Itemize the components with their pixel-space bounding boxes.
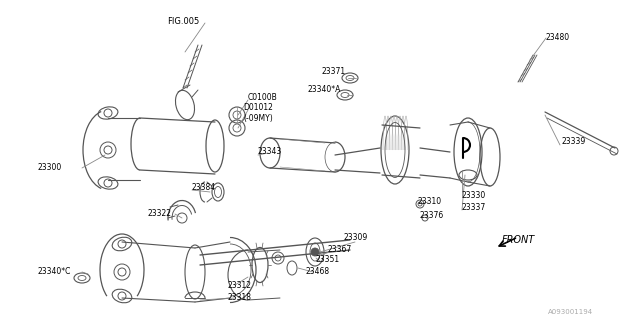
Text: C0100B: C0100B xyxy=(248,92,278,101)
Text: 23340*A: 23340*A xyxy=(307,85,340,94)
Text: 23309: 23309 xyxy=(343,234,367,243)
Text: 23339: 23339 xyxy=(562,138,586,147)
Text: D01012: D01012 xyxy=(243,103,273,113)
Text: 23312: 23312 xyxy=(228,281,252,290)
Text: 23384: 23384 xyxy=(192,183,216,193)
Text: 23337: 23337 xyxy=(462,204,486,212)
Text: 23310: 23310 xyxy=(418,197,442,206)
Text: 23300: 23300 xyxy=(38,164,62,172)
Text: 23480: 23480 xyxy=(545,34,569,43)
Text: 23371: 23371 xyxy=(322,68,346,76)
Text: 23376: 23376 xyxy=(420,212,444,220)
Text: 23367: 23367 xyxy=(328,245,352,254)
Text: 23343: 23343 xyxy=(258,148,282,156)
Text: A093001194: A093001194 xyxy=(548,309,593,315)
Text: 23322: 23322 xyxy=(148,210,172,219)
Text: 23351: 23351 xyxy=(316,255,340,265)
Text: 23330: 23330 xyxy=(462,190,486,199)
Circle shape xyxy=(311,248,319,256)
Text: 23340*C: 23340*C xyxy=(38,268,72,276)
Text: FRONT: FRONT xyxy=(502,235,535,245)
Text: FIG.005: FIG.005 xyxy=(167,18,199,27)
Text: (-09MY): (-09MY) xyxy=(243,115,273,124)
Text: 23468: 23468 xyxy=(305,267,329,276)
Text: 23318: 23318 xyxy=(228,293,252,302)
